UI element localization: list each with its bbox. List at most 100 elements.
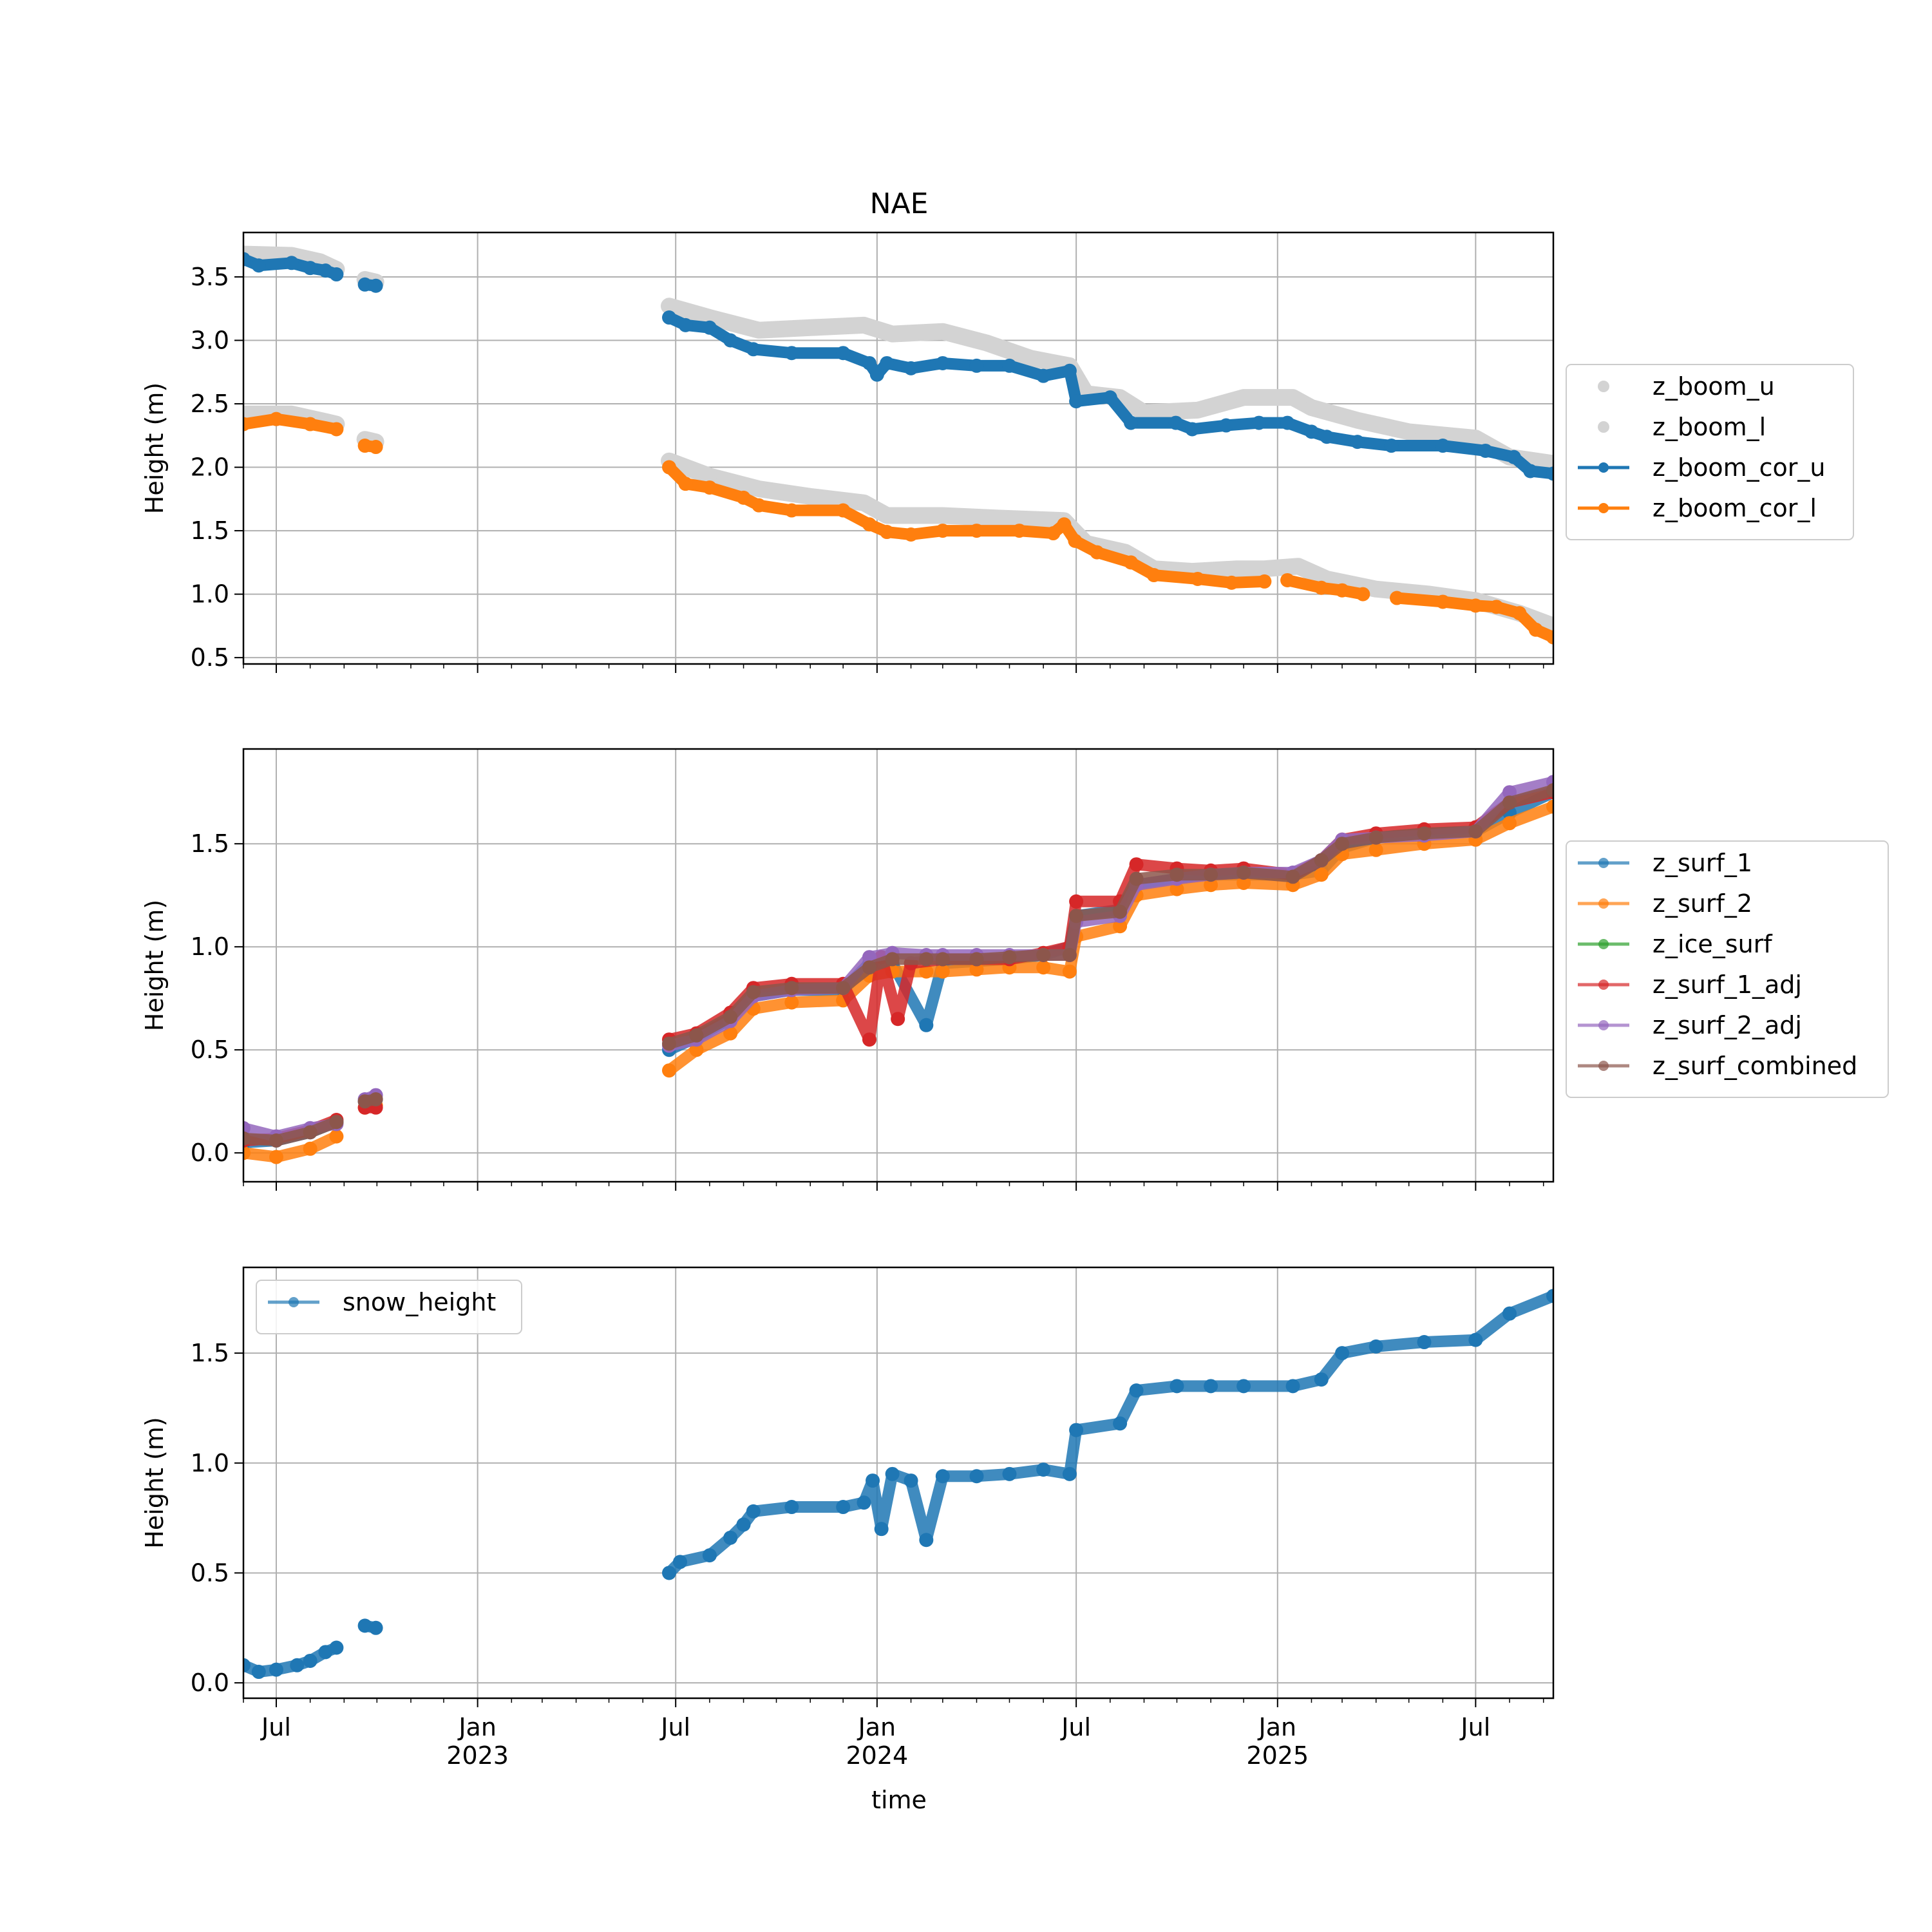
y-tick-label: 0.0: [191, 1139, 229, 1167]
legend: snow_height: [256, 1280, 522, 1334]
series-z-surf-combined: [243, 783, 1553, 1148]
data-point: [1036, 960, 1051, 975]
data-point: [662, 460, 677, 475]
data-point: [1468, 1332, 1483, 1347]
legend-frame: [1566, 364, 1854, 540]
data-point: [1489, 600, 1504, 614]
data-point: [1069, 394, 1084, 409]
data-point: [803, 320, 818, 335]
data-point: [1062, 948, 1077, 962]
x-tick-label: Jul: [260, 1713, 291, 1741]
data-point: [368, 278, 383, 293]
data-point: [678, 317, 693, 332]
data-point: [1417, 826, 1432, 841]
data-point: [1546, 783, 1553, 797]
data-point: [935, 1469, 950, 1484]
data-point: [1036, 948, 1051, 962]
data-point: [736, 490, 751, 505]
data-point: [243, 1131, 251, 1146]
plot-area: [243, 775, 1553, 1164]
data-point: [1236, 876, 1251, 890]
data-point: [1468, 431, 1483, 446]
data-point: [1478, 443, 1493, 458]
series-band: [661, 452, 1553, 634]
data-point: [935, 508, 950, 523]
x-tick-label: Jul: [1459, 1713, 1490, 1741]
data-point: [673, 1555, 687, 1569]
data-point: [1314, 580, 1329, 595]
data-point: [885, 327, 900, 341]
data-point: [803, 489, 818, 504]
legend-marker: [1598, 503, 1609, 513]
data-point: [885, 952, 900, 967]
y-tick-label: 0.5: [191, 1036, 229, 1064]
data-point: [329, 1129, 344, 1144]
data-point: [1314, 1372, 1329, 1387]
data-point: [862, 960, 876, 975]
series-band: [661, 298, 1553, 472]
x-tick-year-label: 2025: [1246, 1741, 1309, 1770]
data-point: [746, 985, 761, 999]
legend-item-snow-height: snow_height: [268, 1288, 496, 1316]
data-point: [1218, 418, 1233, 433]
data-point: [251, 258, 266, 273]
data-point: [784, 1500, 799, 1515]
data-point: [1069, 894, 1084, 909]
data-point: [1401, 424, 1416, 439]
data-point: [1512, 606, 1527, 621]
series-z-boom-cor-l: [243, 412, 1553, 645]
legend-label: z_boom_u: [1653, 372, 1775, 401]
legend-marker: [1598, 1020, 1609, 1030]
data-point: [243, 417, 251, 431]
data-point: [862, 355, 876, 370]
data-point: [357, 439, 372, 453]
data-point: [1036, 368, 1051, 383]
data-point: [1170, 882, 1184, 896]
panel-1: 0.5 1.0 1.5 2.0 2.5 3.0 3.5 Height (m) z_boom_uz…: [140, 231, 1854, 673]
data-point: [935, 355, 950, 370]
data-point: [1304, 400, 1319, 415]
data-point: [836, 1500, 851, 1515]
data-point: [784, 346, 799, 361]
legend-item-z-boom-l: z_boom_l: [1598, 413, 1766, 441]
data-point: [269, 1662, 283, 1677]
legend-label: z_surf_2_adj: [1653, 1011, 1802, 1039]
legend-marker: [1598, 939, 1609, 949]
data-point: [752, 323, 766, 337]
data-point: [1190, 571, 1205, 586]
data-point: [1170, 1379, 1184, 1394]
data-point: [885, 1466, 900, 1481]
data-point: [269, 1150, 283, 1164]
legend-frame: [256, 1280, 522, 1334]
legend-label: z_surf_2: [1653, 889, 1752, 918]
y-tick-label: 1.5: [191, 829, 229, 858]
data-point: [1546, 799, 1553, 814]
y-tick-label: 2.5: [191, 390, 229, 418]
data-point: [303, 1653, 317, 1668]
data-point: [1280, 415, 1295, 430]
data-point: [662, 1063, 677, 1078]
legend-item-z-boom-cor-l: z_boom_cor_l: [1578, 494, 1817, 522]
data-point: [318, 1645, 333, 1660]
data-point: [1314, 853, 1329, 867]
data-point: [269, 412, 283, 426]
series-line: [243, 1130, 343, 1163]
data-point: [1502, 795, 1517, 810]
axes-frame: [242, 1266, 1555, 1700]
legend: z_boom_u z_boom_l z_boom_cor_u z_boom_cor_l: [1566, 364, 1854, 540]
data-point: [1002, 1466, 1017, 1481]
data-point: [857, 1495, 871, 1510]
data-point: [723, 1530, 738, 1545]
data-point: [969, 952, 984, 967]
legend-item-z-surf-2: z_surf_2: [1578, 889, 1752, 918]
data-point: [1002, 950, 1017, 965]
data-point: [357, 1094, 372, 1109]
data-point: [862, 1032, 876, 1047]
data-point: [935, 964, 950, 979]
series-line: [1282, 574, 1369, 600]
panels: 0.5 1.0 1.5 2.0 2.5 3.0 3.5 Height (m) z_boom_uz…: [140, 231, 1889, 1770]
data-point: [1236, 866, 1251, 880]
data-point: [1069, 1423, 1084, 1437]
data-point: [1368, 830, 1383, 845]
